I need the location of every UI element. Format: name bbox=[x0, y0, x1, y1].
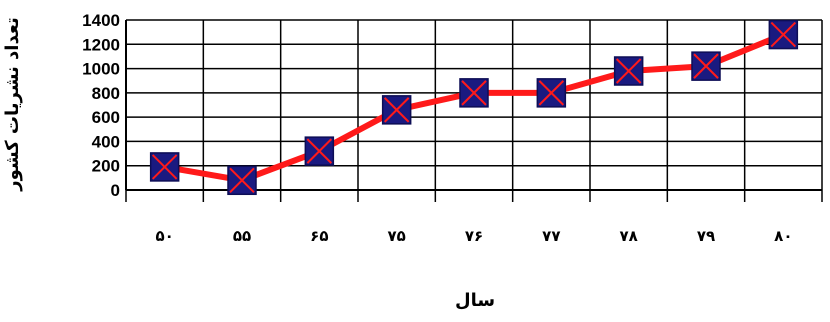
x-tick-label: ۷۵ bbox=[388, 227, 406, 245]
y-tick-label: 0 bbox=[111, 181, 120, 200]
x-axis-title: سال bbox=[455, 290, 495, 311]
data-point-marker bbox=[613, 56, 644, 86]
series-group bbox=[149, 19, 799, 196]
data-point-marker bbox=[459, 78, 489, 108]
data-point-marker bbox=[149, 152, 180, 182]
data-point-marker bbox=[691, 51, 721, 81]
x-axis-ticks: ۵۰ ۵۵ ۶۵ ۷۵ ۷۶ ۷۷ ۷۸ ۷۹ ۸۰ bbox=[156, 227, 793, 245]
data-point-marker bbox=[536, 78, 567, 108]
y-tick-label: 200 bbox=[92, 157, 120, 176]
y-tick-label: 800 bbox=[92, 84, 120, 103]
data-point-marker bbox=[381, 95, 412, 125]
data-point-marker bbox=[304, 136, 335, 166]
chart-grid bbox=[125, 19, 823, 202]
y-tick-label: 400 bbox=[92, 132, 120, 151]
data-point-marker bbox=[768, 19, 799, 50]
x-tick-label: ۷۸ bbox=[620, 227, 638, 245]
y-tick-label: 1000 bbox=[82, 60, 120, 79]
x-tick-label: ۷۷ bbox=[542, 227, 560, 245]
y-tick-label: 1400 bbox=[82, 11, 120, 30]
x-tick-label: ۸۰ bbox=[774, 227, 792, 245]
y-tick-label: 1200 bbox=[82, 35, 120, 54]
y-axis-ticks: 1400 1200 1000 800 600 400 200 0 bbox=[82, 11, 120, 200]
y-axis-title: تعداد نشریات کشور bbox=[2, 17, 23, 192]
x-tick-label: ۵۵ bbox=[233, 227, 251, 245]
x-tick-label: ۷۹ bbox=[697, 227, 715, 245]
x-tick-label: ۵۰ bbox=[156, 227, 174, 245]
x-tick-label: ۶۵ bbox=[310, 227, 328, 245]
data-point-marker bbox=[227, 165, 257, 196]
x-tick-label: ۷۶ bbox=[465, 227, 483, 245]
y-tick-label: 600 bbox=[92, 108, 120, 127]
